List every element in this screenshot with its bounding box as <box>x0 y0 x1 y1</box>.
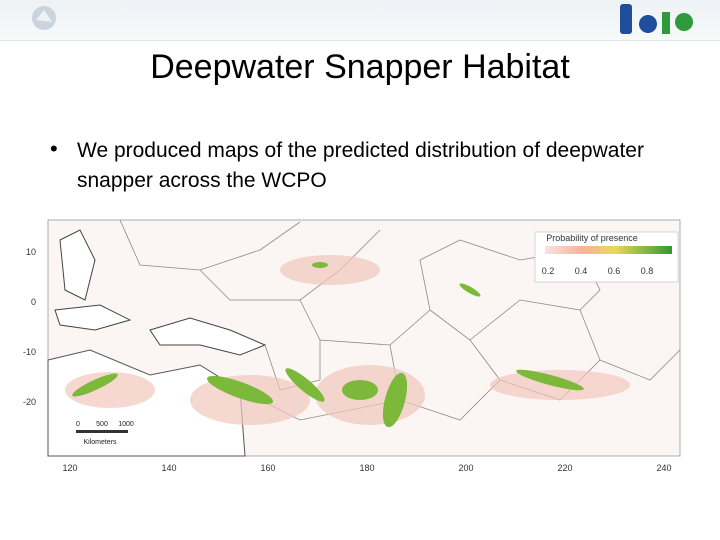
eez-line <box>599 349 681 381</box>
slide-title: Deepwater Snapper Habitat <box>150 48 570 86</box>
legend-title: Probability of presence <box>546 233 638 243</box>
logo-part <box>662 12 670 34</box>
habitat-patch <box>65 372 155 408</box>
legend-box <box>534 231 679 283</box>
habitat-patch <box>72 373 118 397</box>
habitat-patch <box>459 283 481 297</box>
x-axis-label: 140 <box>161 463 176 473</box>
legend-tick-label: 0.4 <box>575 266 588 276</box>
scale-tick-label: 0 <box>76 421 80 428</box>
y-axis-label: 0 <box>31 297 36 307</box>
banner-art <box>32 4 693 34</box>
logo-part <box>675 13 693 31</box>
banner-emblem-mark <box>36 10 52 22</box>
bullet-marker: • <box>50 136 58 161</box>
x-axis-label: 200 <box>458 463 473 473</box>
bullet-text: We produced maps of the predicted distri… <box>77 139 644 192</box>
land-indonesia <box>54 304 132 331</box>
x-axis-label: 180 <box>359 463 374 473</box>
scale-unit: Kilometers <box>83 439 117 446</box>
legend-tick-label: 0.6 <box>608 266 621 276</box>
habitat-high <box>72 262 584 428</box>
scale-bar <box>76 430 128 433</box>
legend-tick-label: 0.8 <box>641 266 654 276</box>
habitat-patch <box>382 372 408 428</box>
x-axis-label: 120 <box>62 463 77 473</box>
y-axis-label: 10 <box>26 247 36 257</box>
legend-tick-label: 0.2 <box>542 266 555 276</box>
land-philippines <box>59 229 96 301</box>
y-axis-label: -20 <box>23 397 36 407</box>
habitat-patch <box>312 262 328 268</box>
habitat-patch <box>342 380 378 400</box>
legend-color-bar <box>545 246 672 254</box>
scale-tick-label: 1000 <box>118 421 134 428</box>
land-new-guinea <box>149 317 267 356</box>
y-axis-label: -10 <box>23 347 36 357</box>
header-banner <box>0 0 720 41</box>
habitat-patch <box>285 368 325 402</box>
habitat-patch <box>516 369 584 391</box>
scale-tick-label: 500 <box>96 421 108 428</box>
habitat-patch <box>206 375 274 405</box>
habitat-patch <box>280 255 380 285</box>
logo-part <box>639 15 657 33</box>
logo-part <box>620 4 632 34</box>
eez-line <box>299 239 461 346</box>
x-axis-label: 220 <box>557 463 572 473</box>
x-axis-label: 160 <box>260 463 275 473</box>
x-axis-label: 240 <box>656 463 671 473</box>
